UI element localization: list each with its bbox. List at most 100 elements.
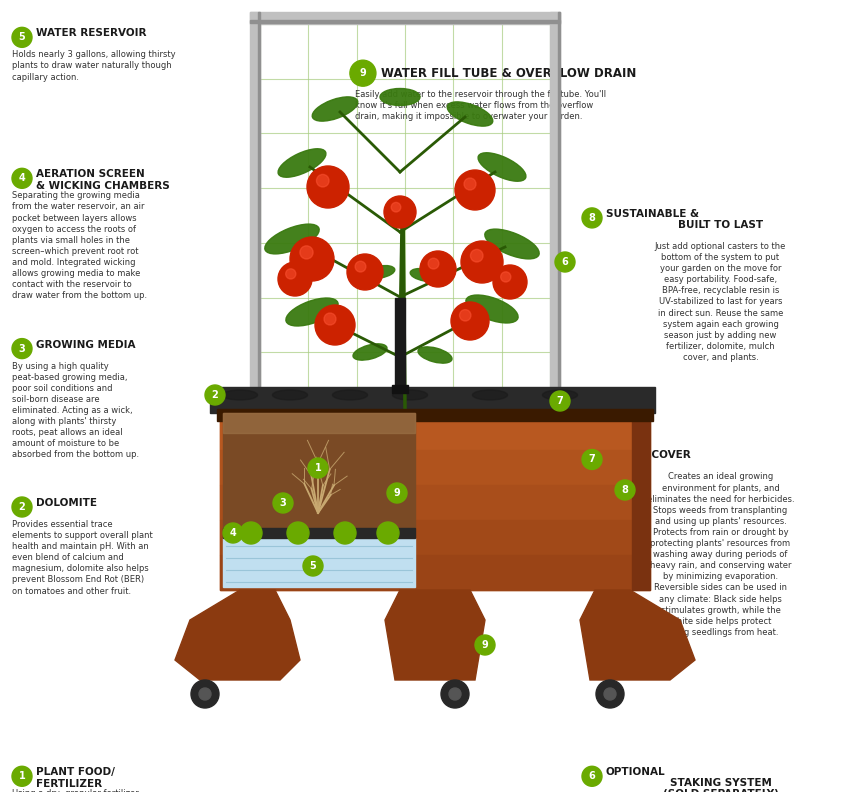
Bar [223,413,415,433]
Bar [550,12,560,415]
Circle shape [455,170,495,210]
Polygon shape [385,590,485,680]
Ellipse shape [272,390,308,400]
Circle shape [596,680,624,708]
Circle shape [191,680,219,708]
Text: Provides essential trace
elements to support overall plant
health and maintain p: Provides essential trace elements to sup… [12,520,153,596]
Text: 3: 3 [19,344,25,353]
Circle shape [451,302,489,340]
Bar [558,12,560,415]
Polygon shape [175,590,300,680]
Text: 8: 8 [588,213,595,223]
Ellipse shape [392,390,428,400]
Circle shape [582,450,602,470]
Text: OPTIONAL: OPTIONAL [606,767,665,777]
Circle shape [500,272,511,282]
Ellipse shape [543,390,577,400]
Circle shape [307,166,349,208]
Ellipse shape [312,97,358,121]
Bar [258,12,260,415]
Ellipse shape [333,390,367,400]
Circle shape [441,680,469,708]
Circle shape [461,241,503,283]
Bar [220,555,632,590]
Ellipse shape [473,390,507,400]
Bar [220,520,632,555]
Text: Separating the growing media
from the water reservoir, an air
pocket between lay: Separating the growing media from the wa… [12,192,147,300]
Text: BUILT TO LAST: BUILT TO LAST [678,220,763,230]
Circle shape [355,261,365,272]
Circle shape [582,767,602,786]
Text: MULCH COVER: MULCH COVER [606,451,690,460]
Circle shape [278,262,312,296]
Text: Easily add water to the reservoir through the fill tube. You'll
know it's full w: Easily add water to the reservoir throug… [355,90,606,121]
Ellipse shape [380,89,420,105]
Text: (SOLD SEPARATELY): (SOLD SEPARATELY) [663,790,778,792]
Bar [250,12,560,24]
Text: DOLOMITE: DOLOMITE [36,498,97,508]
Circle shape [223,523,243,543]
Ellipse shape [278,149,326,177]
Ellipse shape [466,295,518,323]
Circle shape [460,310,471,321]
Bar [220,450,632,485]
Circle shape [550,391,570,411]
Ellipse shape [353,344,387,360]
Circle shape [324,313,336,325]
Ellipse shape [264,224,319,254]
Text: 6: 6 [588,771,595,781]
Text: Using a dry, granular fertilizer
with NPK Analysis between 5-15
provides plants : Using a dry, granular fertilizer with NP… [12,790,151,792]
Text: Just add optional casters to the
bottom of the system to put
your garden on the : Just add optional casters to the bottom … [655,242,786,362]
Circle shape [449,688,461,700]
Ellipse shape [410,268,440,281]
Text: WATER RESERVOIR: WATER RESERVOIR [36,29,147,38]
Text: Holds nearly 3 gallons, allowing thirsty
plants to draw water naturally though
c: Holds nearly 3 gallons, allowing thirsty… [12,51,175,82]
Circle shape [377,522,399,544]
Bar [250,20,560,23]
Text: GROWING MEDIA: GROWING MEDIA [36,340,136,349]
Bar [250,12,260,415]
Text: 2: 2 [212,390,219,400]
Text: Creates an ideal growing
environment for plants, and
eliminates the need for her: Creates an ideal growing environment for… [646,473,794,637]
Ellipse shape [448,102,492,126]
Text: 4: 4 [230,528,237,538]
Text: 1: 1 [314,463,321,473]
Circle shape [420,251,456,287]
Circle shape [471,249,483,262]
Circle shape [287,522,309,544]
Circle shape [12,339,32,359]
Ellipse shape [418,347,452,364]
Circle shape [555,252,575,272]
Circle shape [582,208,602,228]
Bar [223,413,415,528]
Circle shape [387,483,407,503]
Circle shape [205,385,225,405]
Ellipse shape [485,229,539,259]
Bar [392,385,408,393]
Circle shape [315,305,355,345]
Circle shape [12,28,32,48]
Circle shape [300,246,313,259]
Text: 9: 9 [359,68,366,78]
Text: SUSTAINABLE &: SUSTAINABLE & [606,209,699,219]
Text: 5: 5 [309,561,316,571]
Circle shape [391,203,401,212]
Text: By using a high quality
peat-based growing media,
poor soil conditions and
soil-: By using a high quality peat-based growi… [12,362,139,459]
Bar [220,485,632,520]
Circle shape [290,237,334,281]
Text: 9: 9 [394,488,400,498]
Ellipse shape [223,390,257,400]
Circle shape [12,767,32,786]
Text: 3: 3 [280,498,286,508]
Bar [395,298,405,388]
Circle shape [347,254,383,290]
Ellipse shape [478,153,526,181]
Text: 6: 6 [562,257,569,267]
Text: 1: 1 [19,771,25,781]
Ellipse shape [286,298,338,326]
Circle shape [604,688,616,700]
Bar [220,415,650,590]
Bar [223,528,415,538]
Text: 5: 5 [19,32,25,42]
Text: STAKING SYSTEM: STAKING SYSTEM [670,779,772,788]
